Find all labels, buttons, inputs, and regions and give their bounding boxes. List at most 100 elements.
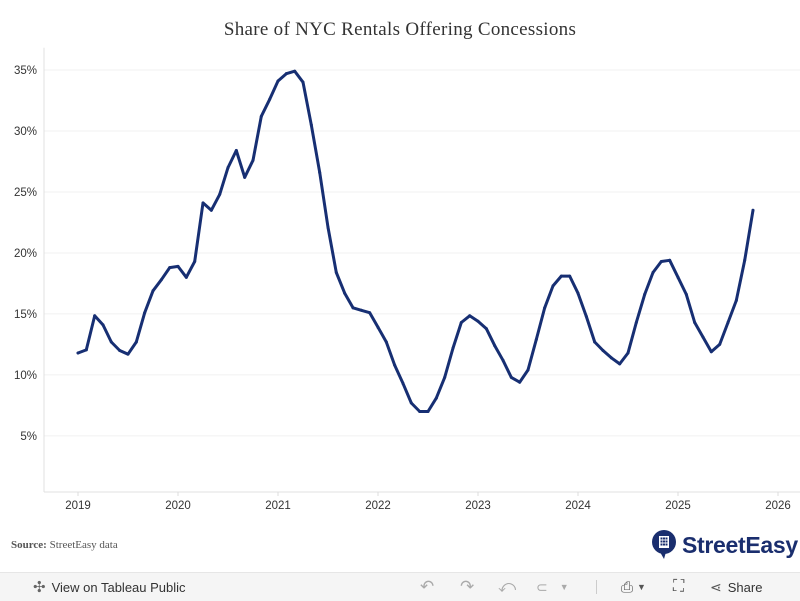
data-point[interactable] <box>484 327 488 331</box>
data-point[interactable] <box>476 319 480 323</box>
data-point[interactable] <box>751 208 755 212</box>
data-point[interactable] <box>109 340 113 344</box>
data-point[interactable] <box>143 311 147 315</box>
data-point[interactable] <box>401 381 405 385</box>
data-point[interactable] <box>493 344 497 348</box>
redo-button[interactable]: ↷ <box>460 573 474 601</box>
data-point[interactable] <box>384 340 388 344</box>
data-point[interactable] <box>218 192 222 196</box>
data-point[interactable] <box>593 340 597 344</box>
data-point[interactable] <box>101 323 105 327</box>
data-point[interactable] <box>568 274 572 278</box>
data-point[interactable] <box>84 348 88 352</box>
data-point[interactable] <box>709 350 713 354</box>
y-tick-label: 30% <box>14 126 37 138</box>
data-point[interactable] <box>726 320 730 324</box>
x-tick-label: 2019 <box>65 500 91 512</box>
data-point[interactable] <box>501 358 505 362</box>
data-point[interactable] <box>693 320 697 324</box>
data-point[interactable] <box>309 123 313 127</box>
revert-button[interactable]: ⤺ <box>498 573 516 601</box>
data-point[interactable] <box>409 401 413 405</box>
tableau-toolbar: ✣ View on Tableau Public ↶ ↷ ⤺ ⊂ ▼ ⎙ ▼ ⛶ ⋖… <box>0 572 800 601</box>
data-point[interactable] <box>134 340 138 344</box>
data-point[interactable] <box>601 349 605 353</box>
data-point[interactable] <box>443 375 447 379</box>
data-point[interactable] <box>634 320 638 324</box>
data-point[interactable] <box>643 292 647 296</box>
data-point[interactable] <box>743 258 747 262</box>
source-text: StreetEasy data <box>49 539 118 551</box>
data-point[interactable] <box>626 351 630 355</box>
data-point[interactable] <box>459 320 463 324</box>
data-point[interactable] <box>468 314 472 318</box>
data-point[interactable] <box>584 314 588 318</box>
data-point[interactable] <box>451 346 455 350</box>
data-point[interactable] <box>434 396 438 400</box>
data-point[interactable] <box>151 289 155 293</box>
download-button[interactable]: ⎙ ▼ <box>621 573 646 601</box>
data-point[interactable] <box>618 362 622 366</box>
data-point[interactable] <box>559 274 563 278</box>
data-point[interactable] <box>534 338 538 342</box>
data-point[interactable] <box>609 356 613 360</box>
data-point[interactable] <box>293 69 297 73</box>
data-point[interactable] <box>359 308 363 312</box>
chevron-down-icon: ▼ <box>559 582 569 592</box>
data-point[interactable] <box>426 410 430 414</box>
data-point[interactable] <box>126 352 130 356</box>
streeteasy-logo[interactable]: StreetEasy <box>651 530 798 560</box>
data-point[interactable] <box>576 291 580 295</box>
data-point[interactable] <box>184 275 188 279</box>
data-point[interactable] <box>343 291 347 295</box>
data-point[interactable] <box>301 80 305 84</box>
data-point[interactable] <box>168 266 172 270</box>
share-button[interactable]: ⋖ Share <box>710 573 762 601</box>
data-point[interactable] <box>209 208 213 212</box>
x-tick-label: 2023 <box>465 500 491 512</box>
data-point[interactable] <box>368 311 372 315</box>
data-point[interactable] <box>234 148 238 152</box>
data-point[interactable] <box>718 342 722 346</box>
data-point[interactable] <box>659 259 663 263</box>
data-point[interactable] <box>676 275 680 279</box>
data-point[interactable] <box>543 306 547 310</box>
data-point[interactable] <box>176 264 180 268</box>
data-point[interactable] <box>351 306 355 310</box>
tableau-icon: ✣ <box>33 579 46 596</box>
data-point[interactable] <box>118 349 122 353</box>
data-point[interactable] <box>509 375 513 379</box>
data-point[interactable] <box>201 201 205 205</box>
data-point[interactable] <box>651 270 655 274</box>
undo-button[interactable]: ↶ <box>420 573 434 601</box>
data-point[interactable] <box>251 158 255 162</box>
fullscreen-button[interactable]: ⛶ <box>673 573 684 601</box>
data-point[interactable] <box>684 292 688 296</box>
data-point[interactable] <box>334 270 338 274</box>
data-point[interactable] <box>418 410 422 414</box>
data-point[interactable] <box>376 325 380 329</box>
refresh-button[interactable]: ⊂ ▼ <box>536 573 569 601</box>
data-point[interactable] <box>226 166 230 170</box>
data-point[interactable] <box>159 278 163 282</box>
data-point[interactable] <box>268 97 272 101</box>
data-point[interactable] <box>326 225 330 229</box>
download-icon: ⎙ <box>621 578 634 596</box>
data-point[interactable] <box>243 175 247 179</box>
data-point[interactable] <box>701 335 705 339</box>
data-point[interactable] <box>526 368 530 372</box>
data-point[interactable] <box>668 258 672 262</box>
data-point[interactable] <box>193 259 197 263</box>
data-point[interactable] <box>93 314 97 318</box>
data-point[interactable] <box>276 79 280 83</box>
revert-icon: ⤺ <box>498 577 517 596</box>
data-point[interactable] <box>76 351 80 355</box>
data-point[interactable] <box>393 363 397 367</box>
data-point[interactable] <box>259 114 263 118</box>
data-point[interactable] <box>518 380 522 384</box>
data-point[interactable] <box>318 170 322 174</box>
data-point[interactable] <box>284 72 288 76</box>
view-on-tableau-button[interactable]: ✣ View on Tableau Public <box>33 573 186 601</box>
data-point[interactable] <box>551 284 555 288</box>
data-point[interactable] <box>734 299 738 303</box>
